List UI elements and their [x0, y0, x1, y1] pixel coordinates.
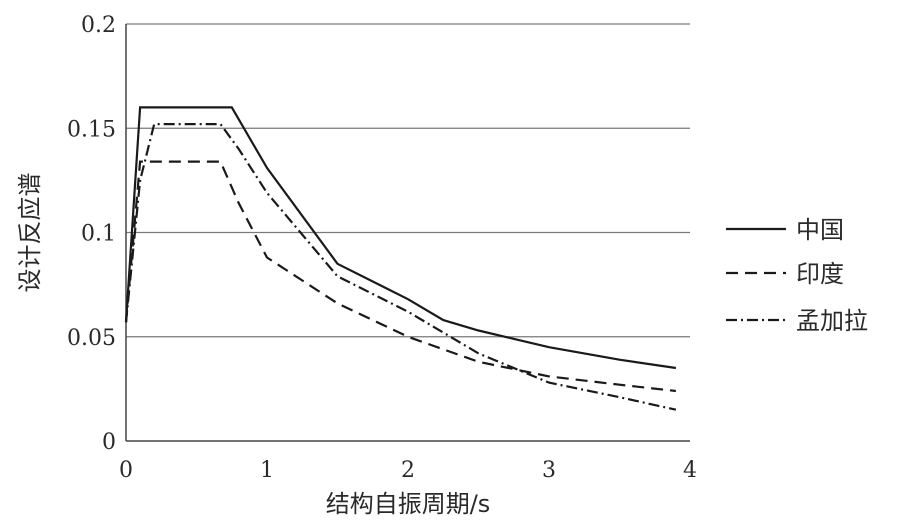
x-tick-labels: 0 1 2 3 4 [119, 458, 697, 483]
series-line-1 [124, 160, 677, 393]
x-tick-label-0: 0 [119, 458, 133, 483]
x-tick-label-4: 4 [683, 458, 697, 483]
y-tick-label-3: 0.15 [67, 117, 116, 142]
y-axis-title: 设计反应谱 [16, 173, 44, 293]
y-tick-label-2: 0.1 [81, 222, 116, 247]
legend-label-1: 印度 [796, 260, 844, 288]
series-line-2 [124, 123, 677, 411]
legend-label-0: 中国 [796, 216, 844, 244]
legend-label-2: 孟加拉 [796, 307, 868, 335]
y-tick-label-0: 0 [102, 430, 116, 455]
y-tick-label-4: 0.2 [81, 13, 116, 38]
x-axis-title: 结构自振周期/s [326, 490, 491, 518]
grid-lines [126, 23, 690, 338]
y-tick-label-1: 0.05 [67, 326, 116, 351]
x-tick-label-2: 2 [401, 458, 415, 483]
y-tick-labels: 0 0.05 0.1 0.15 0.2 [67, 13, 116, 455]
series-lines [124, 106, 677, 411]
series-line-0 [124, 106, 677, 370]
x-tick-label-1: 1 [260, 458, 274, 483]
x-tick-label-3: 3 [542, 458, 556, 483]
axes [125, 24, 690, 442]
